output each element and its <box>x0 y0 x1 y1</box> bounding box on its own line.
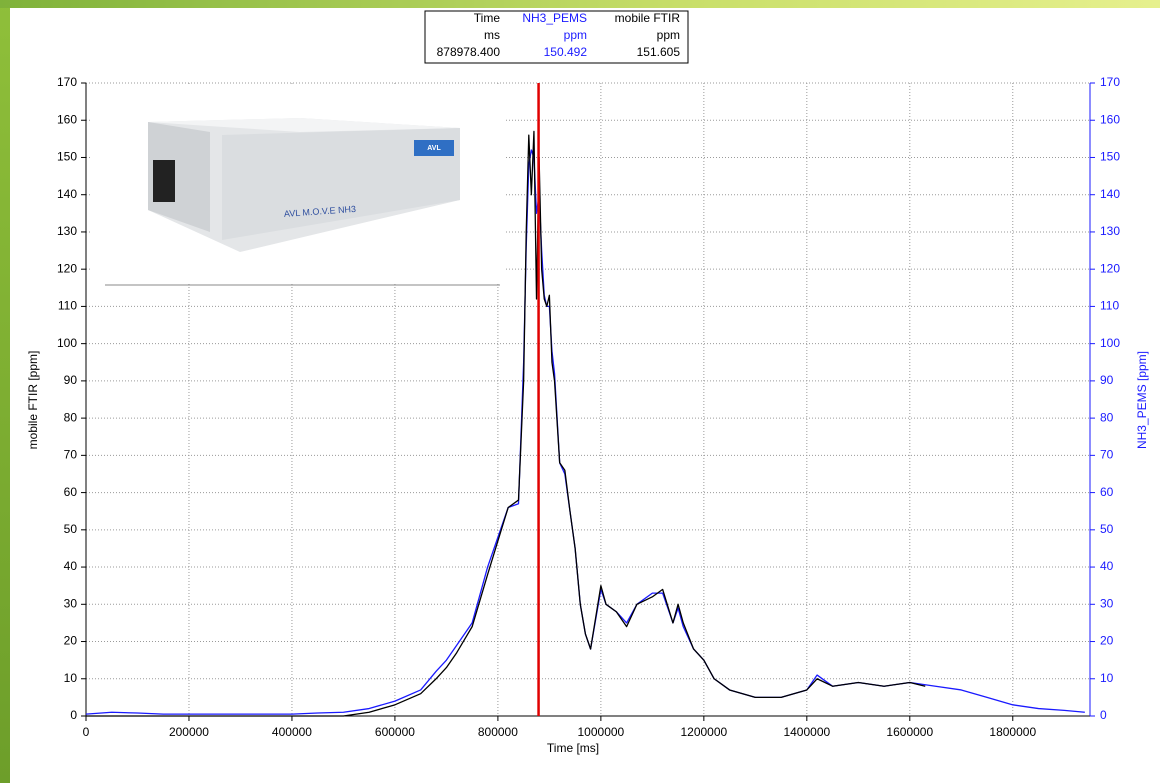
device-side <box>148 122 210 232</box>
frame-top <box>0 0 1160 8</box>
y2-tick-label: 130 <box>1100 224 1120 238</box>
x-tick-label: 800000 <box>478 725 518 739</box>
x-tick-label: 1600000 <box>886 725 933 739</box>
y-tick-label: 40 <box>64 559 78 573</box>
plot-layer: 0 200000 400000 600000 800000 1000000 1200000 1… <box>57 75 1120 739</box>
logo-box <box>414 140 454 156</box>
y-tick-label: 10 <box>64 671 78 685</box>
readout-value: 150.492 <box>544 45 588 59</box>
y-tick-label: 20 <box>64 634 78 648</box>
x-tick-label: 1400000 <box>783 725 830 739</box>
y2-axis-label: NH3_PEMS [ppm] <box>1135 351 1149 449</box>
y-tick-label: 100 <box>57 336 77 350</box>
y2-tick-label: 20 <box>1100 634 1114 648</box>
y2-tick-label: 110 <box>1100 299 1119 313</box>
y2-tick-label: 100 <box>1100 336 1120 350</box>
x-tick-label: 600000 <box>375 725 415 739</box>
y-tick-label: 110 <box>58 299 77 313</box>
readout: Time NH3_PEMS mobile FTIR ms ppm ppm 878… <box>424 10 689 64</box>
y-tick-label: 50 <box>64 522 78 536</box>
x-tick-label: 200000 <box>169 725 209 739</box>
y2-tick-label: 90 <box>1100 373 1114 387</box>
y2-tick-label: 140 <box>1100 187 1120 201</box>
readout-unit: ppm <box>564 28 587 42</box>
x-tick-label: 0 <box>83 725 90 739</box>
y2-tick-label: 40 <box>1100 559 1114 573</box>
y2-tick-label: 160 <box>1100 112 1120 126</box>
y2-tick-label: 60 <box>1100 485 1114 499</box>
readout-header: NH3_PEMS <box>522 11 587 25</box>
frame-left <box>0 0 10 783</box>
x-tick-label: 1200000 <box>680 725 727 739</box>
inset: AVL AVL M.O.V.E NH3 <box>92 86 504 286</box>
readout-header: mobile FTIR <box>615 11 681 25</box>
y-tick-label: 160 <box>57 112 77 126</box>
logo-text: AVL <box>427 145 441 152</box>
y2-tick-label: 50 <box>1100 522 1114 536</box>
y2-tick-label: 80 <box>1100 410 1114 424</box>
readout-unit: ppm <box>657 28 680 42</box>
y-tick-label: 80 <box>64 410 78 424</box>
x-tick-label: 400000 <box>272 725 312 739</box>
device-top <box>148 118 460 132</box>
y-tick-label: 120 <box>57 261 77 275</box>
y-tick-label: 0 <box>70 708 77 722</box>
y-tick-label: 170 <box>57 75 77 89</box>
x-tick-label: 1800000 <box>989 725 1036 739</box>
y-tick-label: 70 <box>64 448 78 462</box>
readout-header: Time <box>474 11 501 25</box>
device-front <box>222 128 460 240</box>
y-tick-label: 130 <box>57 224 77 238</box>
y2-tick-label: 120 <box>1100 261 1120 275</box>
device-handle <box>153 160 175 202</box>
y2-tick-label: 170 <box>1100 75 1120 89</box>
y2-tick-label: 70 <box>1100 448 1114 462</box>
y-tick-label: 30 <box>64 596 78 610</box>
y-tick-label: 90 <box>64 373 78 387</box>
y2-tick-label: 10 <box>1100 671 1114 685</box>
y2-tick-label: 0 <box>1100 708 1107 722</box>
readout-box <box>424 10 689 64</box>
x-axis-label: Time [ms] <box>547 741 599 755</box>
y-tick-label: 140 <box>57 187 77 201</box>
y-tick-label: 60 <box>64 485 78 499</box>
readout-value: 151.605 <box>637 45 681 59</box>
series-line <box>86 130 926 717</box>
x-tick-label: 1000000 <box>578 725 625 739</box>
y-tick-label: 150 <box>57 150 77 164</box>
readout-value: 878978.400 <box>437 45 501 59</box>
y-axis-label: mobile FTIR [ppm] <box>26 351 40 450</box>
y2-tick-label: 150 <box>1100 150 1120 164</box>
readout-unit: ms <box>484 28 500 42</box>
y2-tick-label: 30 <box>1100 596 1114 610</box>
